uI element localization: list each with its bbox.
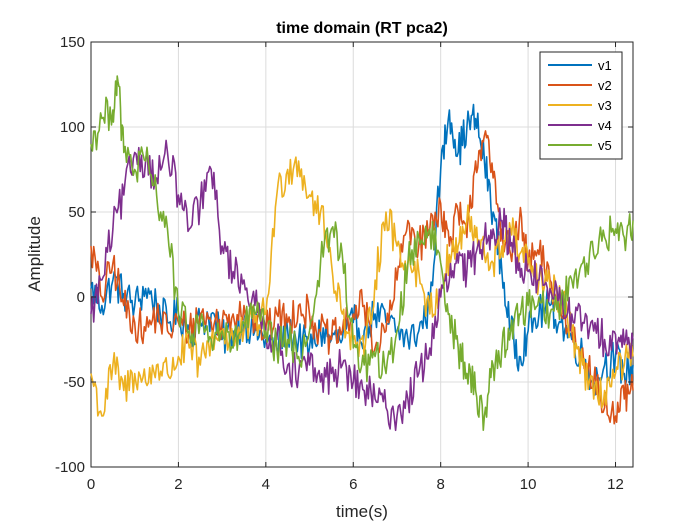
y-tick-label: 150 (60, 34, 85, 51)
legend-label-v4: v4 (598, 118, 612, 133)
series-line-v2 (90, 130, 634, 425)
y-tick-label: -50 (63, 374, 85, 391)
x-tick-label: 12 (607, 476, 624, 493)
x-tick-label: 2 (174, 476, 182, 493)
axis-ticks: 0 2 4 6 8 10 12 -100 -50 0 50 100 150 (55, 34, 633, 493)
legend-label-v5: v5 (598, 138, 612, 153)
x-tick-label: 8 (437, 476, 445, 493)
y-tick-label: -100 (55, 459, 85, 476)
x-tick-label: 0 (87, 476, 95, 493)
x-tick-label: 4 (262, 476, 270, 493)
y-tick-label: 0 (77, 289, 85, 306)
series-line-v4 (90, 139, 634, 432)
y-tick-label: 50 (68, 204, 85, 221)
legend-label-v1: v1 (598, 58, 612, 73)
chart-title: time domain (RT pca2) (276, 20, 448, 37)
legend-label-v3: v3 (598, 98, 612, 113)
series-line-v5 (90, 75, 634, 431)
legend: v1 v2 v3 v4 v5 (539, 51, 623, 160)
x-tick-label: 6 (349, 476, 357, 493)
y-axis-label: Amplitude (25, 216, 44, 292)
x-tick-label: 10 (520, 476, 537, 493)
series-lines (90, 75, 634, 432)
series-line-v3 (90, 156, 634, 417)
y-tick-label: 100 (60, 119, 85, 136)
legend-label-v2: v2 (598, 78, 612, 93)
x-axis-label: time(s) (336, 502, 388, 521)
